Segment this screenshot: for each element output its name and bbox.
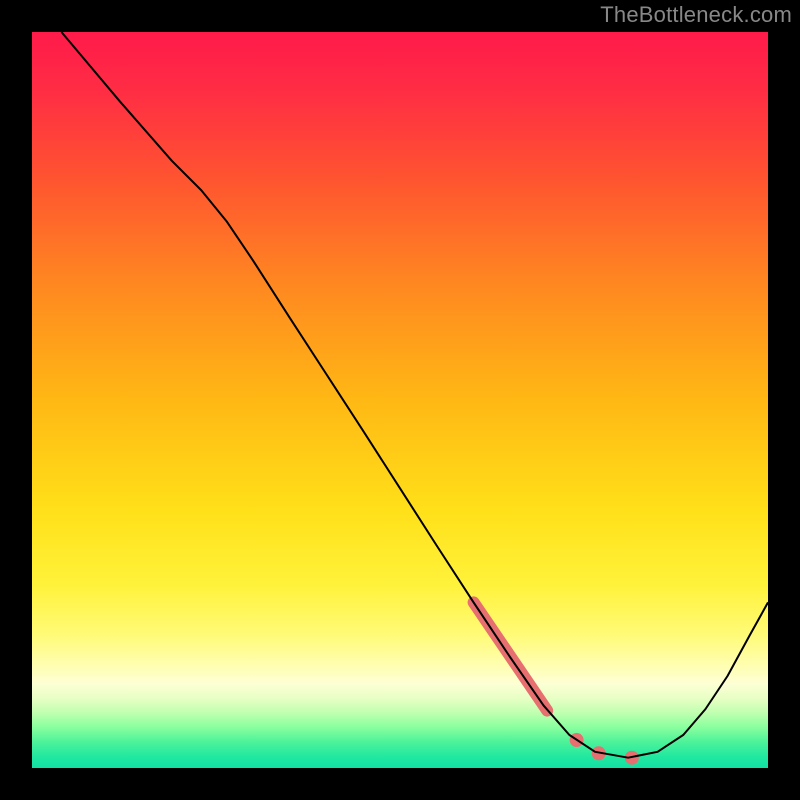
plot-area [32, 32, 768, 768]
highlight-dots [570, 733, 639, 765]
bottleneck-curve [61, 32, 768, 758]
watermark-text: TheBottleneck.com [600, 2, 792, 28]
chart-overlay [32, 32, 768, 768]
